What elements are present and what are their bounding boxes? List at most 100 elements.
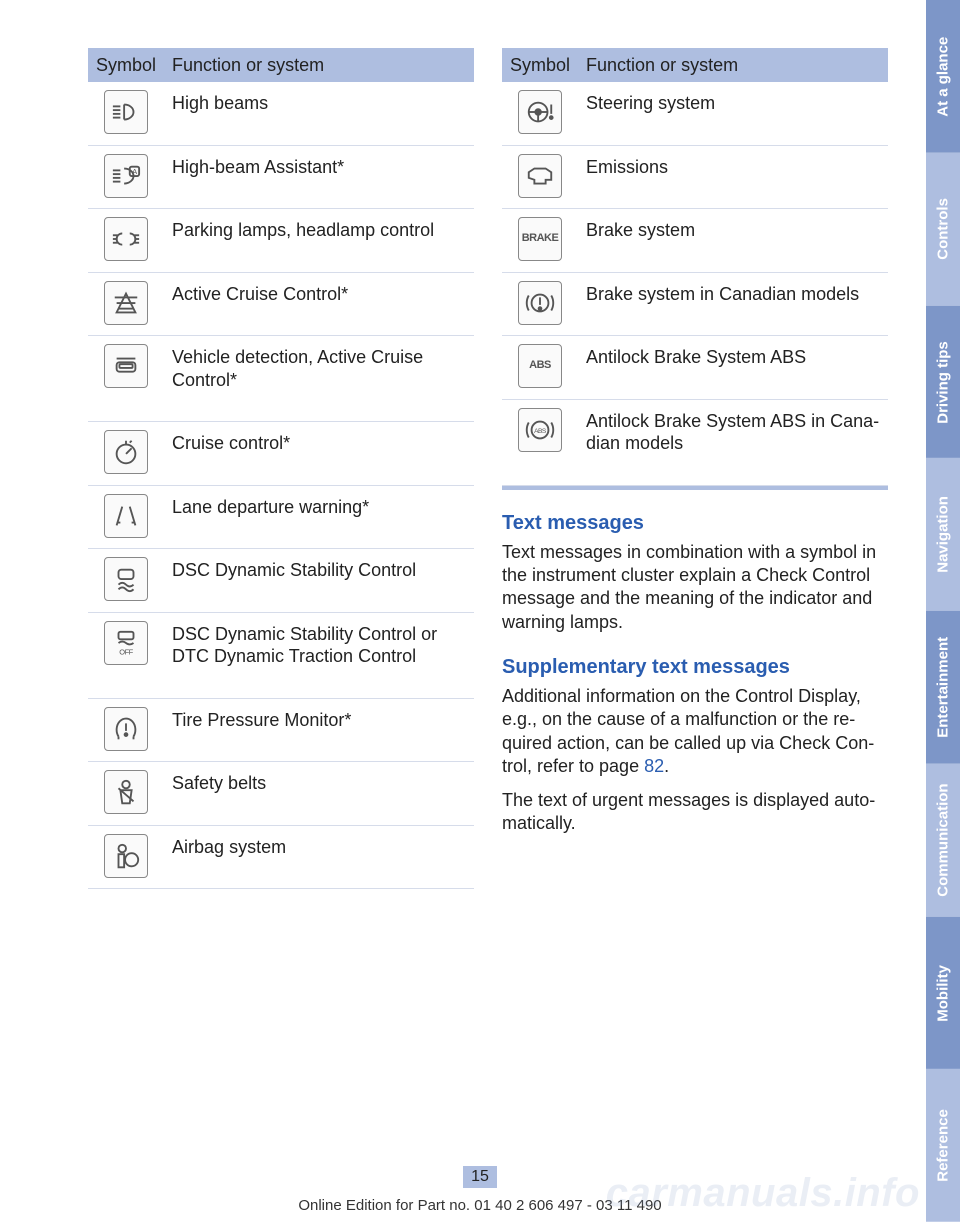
right-table: Symbol Function or system Steering syste… bbox=[502, 48, 888, 486]
text-messages-body: Text messages in combination with a symb… bbox=[502, 541, 888, 635]
table-row: DSC Dynamic Stability Control bbox=[88, 549, 474, 613]
symbol-cell bbox=[88, 422, 164, 486]
function-cell: Lane departure warning* bbox=[164, 485, 474, 549]
function-cell: Active Cruise Control* bbox=[164, 272, 474, 336]
abs-ca-icon: ABS bbox=[518, 408, 562, 452]
function-cell: Antilock Brake System ABS in Cana­dian m… bbox=[578, 399, 888, 485]
function-cell: Cruise control* bbox=[164, 422, 474, 486]
header-function: Function or system bbox=[578, 48, 888, 82]
table-row: ABS Antilock Brake System ABS in Cana­dia… bbox=[502, 399, 888, 485]
abs-text-icon: ABS bbox=[518, 344, 562, 388]
brake-text-icon: BRAKE bbox=[518, 217, 562, 261]
table-row: Safety belts bbox=[88, 762, 474, 826]
symbol-cell: A bbox=[88, 145, 164, 209]
header-symbol: Symbol bbox=[88, 48, 164, 82]
symbol-cell bbox=[88, 549, 164, 613]
table-row: Steering system bbox=[502, 82, 888, 145]
section-heading-text-messages: Text messages bbox=[502, 512, 888, 535]
lane-departure-icon bbox=[104, 494, 148, 538]
symbol-cell bbox=[88, 209, 164, 273]
function-cell: Parking lamps, headlamp control bbox=[164, 209, 474, 273]
supplementary-body-1: Additional information on the Control Di… bbox=[502, 685, 888, 779]
cruise-control-icon bbox=[104, 430, 148, 474]
side-tab[interactable]: Driving tips bbox=[926, 306, 960, 459]
table-row: Tire Pressure Monitor* bbox=[88, 698, 474, 762]
svg-text:OFF: OFF bbox=[119, 647, 133, 656]
side-tab[interactable]: Entertainment bbox=[926, 611, 960, 764]
function-cell: Antilock Brake System ABS bbox=[578, 336, 888, 400]
symbol-cell bbox=[88, 762, 164, 826]
function-cell: Tire Pressure Monitor* bbox=[164, 698, 474, 762]
symbol-cell: OFF bbox=[88, 612, 164, 698]
table-row: Emissions bbox=[502, 145, 888, 209]
brake-ca-icon bbox=[518, 281, 562, 325]
header-symbol: Symbol bbox=[502, 48, 578, 82]
active-cruise-icon bbox=[104, 281, 148, 325]
function-cell: High beams bbox=[164, 82, 474, 145]
left-table: Symbol Function or system High beams A Hig… bbox=[88, 48, 474, 889]
symbol-cell bbox=[88, 82, 164, 145]
side-tab[interactable]: Navigation bbox=[926, 458, 960, 611]
parking-lamps-icon bbox=[104, 217, 148, 261]
section-heading-supplementary: Supplementary text messages bbox=[502, 656, 888, 679]
symbol-cell bbox=[88, 336, 164, 422]
table-row: Airbag system bbox=[88, 825, 474, 889]
page-content: Symbol Function or system High beams A Hig… bbox=[88, 48, 888, 889]
svg-text:ABS: ABS bbox=[534, 427, 547, 434]
function-cell: Airbag system bbox=[164, 825, 474, 889]
function-cell: Safety belts bbox=[164, 762, 474, 826]
symbol-cell bbox=[88, 272, 164, 336]
table-row: Parking lamps, headlamp control bbox=[88, 209, 474, 273]
table-row: BRAKE Brake system bbox=[502, 209, 888, 273]
symbol-cell: ABS bbox=[502, 399, 578, 485]
symbol-cell bbox=[502, 145, 578, 209]
table-row: Vehicle detection, Active Cruise Control… bbox=[88, 336, 474, 422]
symbol-cell bbox=[502, 82, 578, 145]
header-function: Function or system bbox=[164, 48, 474, 82]
svg-text:A: A bbox=[132, 167, 137, 176]
symbol-cell: BRAKE bbox=[502, 209, 578, 273]
symbol-cell bbox=[88, 485, 164, 549]
function-cell: DSC Dynamic Stability Control or DTC Dyn… bbox=[164, 612, 474, 698]
function-cell: Vehicle detection, Active Cruise Control… bbox=[164, 336, 474, 422]
table-end-bar bbox=[502, 486, 888, 490]
side-tabs: At a glanceControlsDriving tipsNavigatio… bbox=[926, 0, 960, 1222]
dsc-off-icon: OFF bbox=[104, 621, 148, 665]
table-row: ABS Antilock Brake System ABS bbox=[502, 336, 888, 400]
symbol-cell: ABS bbox=[502, 336, 578, 400]
steering-icon bbox=[518, 90, 562, 134]
table-row: Lane departure warning* bbox=[88, 485, 474, 549]
high-beam-icon bbox=[104, 90, 148, 134]
symbol-cell bbox=[502, 272, 578, 336]
table-row: Active Cruise Control* bbox=[88, 272, 474, 336]
function-cell: DSC Dynamic Stability Control bbox=[164, 549, 474, 613]
symbol-cell bbox=[88, 698, 164, 762]
table-row: A High-beam Assistant* bbox=[88, 145, 474, 209]
left-column: Symbol Function or system High beams A Hig… bbox=[88, 48, 474, 889]
seatbelt-icon bbox=[104, 770, 148, 814]
watermark: carmanuals.info bbox=[606, 1171, 920, 1216]
airbag-icon bbox=[104, 834, 148, 878]
emissions-icon bbox=[518, 154, 562, 198]
table-row: OFF DSC Dynamic Stability Control or DTC … bbox=[88, 612, 474, 698]
high-beam-assist-icon: A bbox=[104, 154, 148, 198]
supplementary-body-2: The text of urgent messages is displayed… bbox=[502, 789, 888, 836]
table-row: Cruise control* bbox=[88, 422, 474, 486]
dsc-icon bbox=[104, 557, 148, 601]
function-cell: Brake system in Canadian models bbox=[578, 272, 888, 336]
page-number: 15 bbox=[463, 1166, 497, 1188]
symbol-cell bbox=[88, 825, 164, 889]
side-tab[interactable]: Controls bbox=[926, 153, 960, 306]
right-column: Symbol Function or system Steering syste… bbox=[502, 48, 888, 889]
function-cell: Emissions bbox=[578, 145, 888, 209]
function-cell: High-beam Assistant* bbox=[164, 145, 474, 209]
vehicle-detect-icon bbox=[104, 344, 148, 388]
table-row: Brake system in Canadian models bbox=[502, 272, 888, 336]
side-tab[interactable]: Mobility bbox=[926, 917, 960, 1070]
table-row: High beams bbox=[88, 82, 474, 145]
page-reference[interactable]: 82 bbox=[644, 756, 664, 776]
tpm-icon bbox=[104, 707, 148, 751]
side-tab[interactable]: Communication bbox=[926, 764, 960, 917]
function-cell: Brake system bbox=[578, 209, 888, 273]
side-tab[interactable]: At a glance bbox=[926, 0, 960, 153]
